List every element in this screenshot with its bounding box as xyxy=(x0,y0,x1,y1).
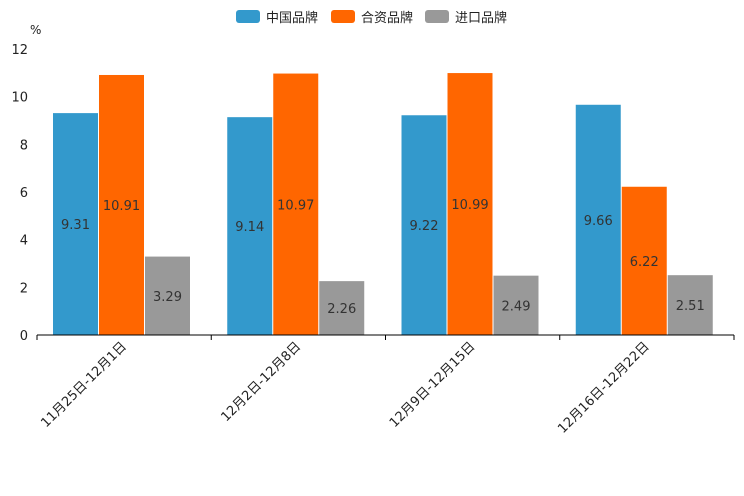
bar-value-label: 6.22 xyxy=(630,255,659,270)
legend-swatch-import-brand xyxy=(425,9,449,23)
y-tick-label: 4 xyxy=(20,234,28,249)
bars: 9.31 10.91 3.29 9.14 10.97 2.26 9.22 10.99 2.49 9… xyxy=(53,73,713,336)
legend-label-import-brand: 进口品牌 xyxy=(455,10,508,26)
y-tick-label: 2 xyxy=(20,281,28,296)
bar-value-label: 10.91 xyxy=(103,199,140,214)
legend-swatch-joint-venture-brand xyxy=(331,9,355,23)
y-axis: 0 2 4 6 8 10 12 xyxy=(11,43,28,344)
bar-value-label: 9.31 xyxy=(61,218,90,233)
bar-2-1[interactable] xyxy=(99,74,144,335)
bar-value-label: 3.29 xyxy=(153,290,182,305)
x-category-label: 12月16日-12月22日 xyxy=(555,339,652,436)
bar-value-label: 9.22 xyxy=(410,219,439,234)
bar-3-2[interactable] xyxy=(319,281,365,335)
legend-item-china-brand[interactable]: 中国品牌 xyxy=(236,8,319,26)
y-tick-label: 8 xyxy=(20,138,28,153)
y-tick-label: 10 xyxy=(11,91,28,106)
bar-3-1[interactable] xyxy=(145,256,190,335)
legend-item-joint-venture-brand[interactable]: 合资品牌 xyxy=(331,8,414,26)
bar-value-label: 10.97 xyxy=(277,198,314,213)
bar-1-1[interactable] xyxy=(53,113,98,335)
bar-value-label: 2.51 xyxy=(676,299,705,314)
bar-3-4[interactable] xyxy=(667,275,713,335)
bar-value-label: 9.14 xyxy=(235,220,264,235)
y-tick-label: 6 xyxy=(20,186,28,201)
bar-1-3[interactable] xyxy=(401,115,447,335)
bar-value-label: 10.99 xyxy=(451,198,488,213)
bar-2-2[interactable] xyxy=(273,73,319,335)
x-category-label: 12月9日-12月15日 xyxy=(387,339,479,431)
legend-label-joint-venture-brand: 合资品牌 xyxy=(361,10,414,26)
bar-2-3[interactable] xyxy=(447,73,493,336)
bar-3-3[interactable] xyxy=(493,275,539,335)
legend-item-import-brand[interactable]: 进口品牌 xyxy=(425,8,508,26)
x-axis: 11月25日-12月1日 12月2日-12月8日 12月9日-12月15日 12月16… xyxy=(36,334,735,437)
x-category-label: 12月2日-12月8日 xyxy=(218,339,304,425)
bar-1-4[interactable] xyxy=(575,104,621,336)
bar-2-4[interactable] xyxy=(621,186,667,335)
legend-label-china-brand: 中国品牌 xyxy=(266,10,319,26)
bar-1-2[interactable] xyxy=(227,117,273,335)
bar-value-label: 9.66 xyxy=(584,214,613,229)
bar-value-label: 2.26 xyxy=(327,302,356,317)
bar-value-label: 2.49 xyxy=(502,299,531,314)
y-tick-label: 0 xyxy=(20,329,28,344)
x-category-label: 11月25日-12月1日 xyxy=(38,339,130,431)
y-axis-unit-label: % xyxy=(30,23,41,37)
y-tick-label: 12 xyxy=(11,43,28,58)
legend-swatch-china-brand xyxy=(236,9,260,23)
